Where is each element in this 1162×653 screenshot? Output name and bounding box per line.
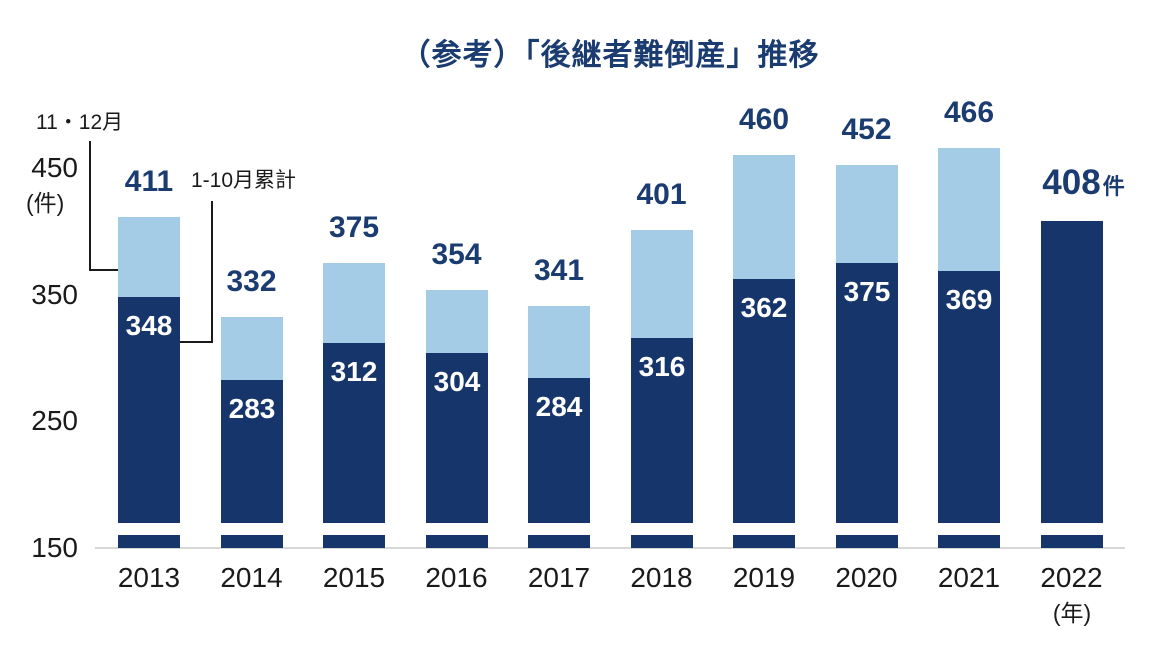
chart-title: （参考）「後継者難倒産」推移 [400,39,820,72]
bar-segment-jan-oct [733,279,795,523]
bar-axis-break-block [323,535,385,548]
bar-inside-value-label: 283 [228,392,276,424]
bar-axis-break-block [631,535,693,548]
x-axis-label-2013: 2013 [117,562,181,593]
bar-total-label: 341 [479,254,639,294]
bar-segment-nov-dec [631,230,693,338]
bar-inside-value-label: 284 [535,391,583,423]
bar-inside-value-label: 316 [638,350,686,382]
x-axis-label-2020: 2020 [835,562,898,593]
bar-segment-jan-oct [1041,221,1103,523]
bar-total-number: 341 [533,254,585,288]
bar-total-label: 460 [684,103,844,143]
nov-dec-callout-line-vertical [89,141,91,270]
bar-total-number: 332 [226,265,277,299]
bar-segment-jan-oct [118,297,180,523]
x-axis-label-2019: 2019 [732,562,796,593]
x-axis-label-2021: 2021 [937,562,1001,593]
bar-segment-nov-dec [528,306,590,379]
bar-inside-value-label: 348 [125,310,173,342]
bar-axis-break-block [118,535,180,548]
bar-inside-value-label: 304 [433,365,481,397]
bar-segment-jan-oct [426,352,488,523]
bar-segment-jan-oct [323,342,385,523]
bar-axis-break-block [221,535,283,548]
bar-total-number: 452 [841,113,892,147]
bar-total-label: 332 [172,265,332,305]
x-axis-label-2017: 2017 [527,562,591,593]
bar-total-number: 466 [943,95,995,129]
x-axis-label-2014: 2014 [220,562,283,593]
bar-axis-break-block [836,535,898,548]
nov-dec-callout-line-horizontal [89,269,119,271]
legend-label-nov-dec: 11・12月 [36,111,124,134]
bar-inside-value-label: 375 [843,276,891,307]
bar-segment-jan-oct [528,378,590,523]
bar-total-number: 401 [636,178,687,212]
bar-total-number: 408 [1042,163,1101,203]
bar-total-label: 466 [889,96,1049,136]
bar-total-label: 354 [377,238,537,278]
y-axis-tick-350: 350 [31,278,78,310]
bar-segment-nov-dec [221,317,283,380]
bar-axis-break-block [426,535,488,548]
bar-axis-break-block [938,535,1000,548]
y-axis-unit-label: (件) [26,190,65,216]
bar-total-number: 375 [328,211,380,244]
bar-total-label: 411 [69,165,229,205]
bar-segment-jan-oct [631,337,693,523]
bar-segment-nov-dec [938,147,1000,271]
y-axis-tick-150: 150 [31,532,78,563]
jan-oct-callout-line-vertical [211,201,213,343]
bar-total-number: 354 [431,237,482,271]
bar-axis-break-block [1041,535,1103,548]
bar-axis-break-block [528,535,590,548]
bar-inside-value-label: 369 [945,283,993,315]
bar-inside-value-label: 312 [330,355,378,387]
x-axis-label-2018: 2018 [630,562,693,593]
bar-segment-nov-dec [426,289,488,353]
bar-segment-nov-dec [323,263,385,343]
bar-total-number: 460 [738,103,790,137]
bar-axis-break-block [733,535,795,548]
legend-label-jan-oct: 1-10月累計 [191,169,297,192]
bar-total-label: 452 [787,113,947,153]
x-axis-line [95,547,1125,549]
x-axis-label-2016: 2016 [425,562,488,593]
x-axis-label-2022: 2022 [1040,562,1103,593]
bar-total-number: 411 [124,165,174,199]
y-axis-tick-450: 450 [31,152,78,183]
bar-total-label: 401 [582,178,742,218]
bar-total-label: 375 [274,211,434,251]
bar-total-label: 408 件 [1004,163,1162,209]
bar-segment-nov-dec [118,217,180,298]
bar-segment-nov-dec [733,155,795,280]
jan-oct-callout-line-horizontal [180,341,213,343]
bar-segment-jan-oct [836,263,898,523]
x-axis-unit-label: (年) [1052,600,1092,626]
bar-segment-jan-oct [221,379,283,523]
bar-segment-nov-dec [836,165,898,263]
bar-inside-value-label: 362 [740,292,788,324]
bar-total-unit-suffix: 件 [1102,174,1125,200]
y-axis-tick-250: 250 [31,405,78,437]
bar-segment-jan-oct [938,270,1000,523]
x-axis-label-2015: 2015 [322,562,386,593]
